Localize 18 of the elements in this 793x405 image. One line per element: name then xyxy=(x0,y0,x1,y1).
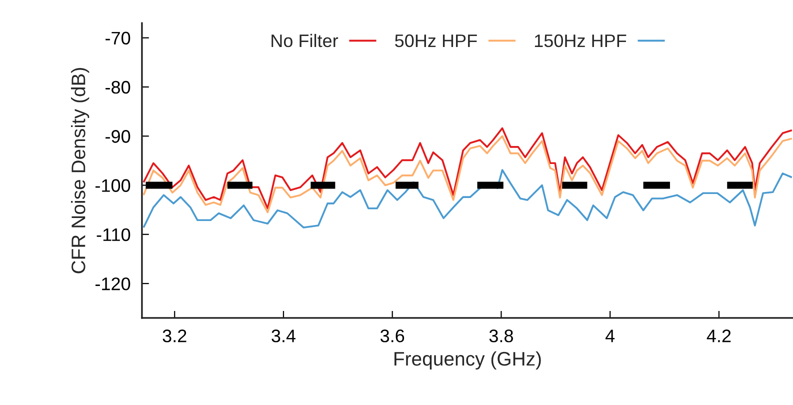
legend-label: 150Hz HPF xyxy=(534,34,626,48)
x-tick-label: 3.2 xyxy=(162,330,186,342)
x-tick-label: 3.4 xyxy=(272,330,296,342)
x-tick-label: 3.6 xyxy=(380,330,404,342)
x-tick-label: 3.8 xyxy=(489,330,513,342)
legend-label: No Filter xyxy=(272,34,338,48)
legend-label: 50Hz HPF xyxy=(395,34,477,48)
y-tick-label: -70 xyxy=(106,32,130,45)
y-axis-title: CFR Noise Density (dB) xyxy=(71,68,90,274)
x-axis-title: Frequency (GHz) xyxy=(394,351,541,370)
x-tick-label: 4 xyxy=(605,330,615,342)
y-tick-label: -110 xyxy=(96,228,130,242)
y-tick-label: -100 xyxy=(96,179,130,192)
line-series xyxy=(142,169,793,228)
y-tick-label: -120 xyxy=(96,277,130,290)
y-tick-label: -90 xyxy=(106,130,130,143)
x-tick-label: 4.2 xyxy=(706,330,731,342)
y-tick-label: -80 xyxy=(106,80,130,94)
